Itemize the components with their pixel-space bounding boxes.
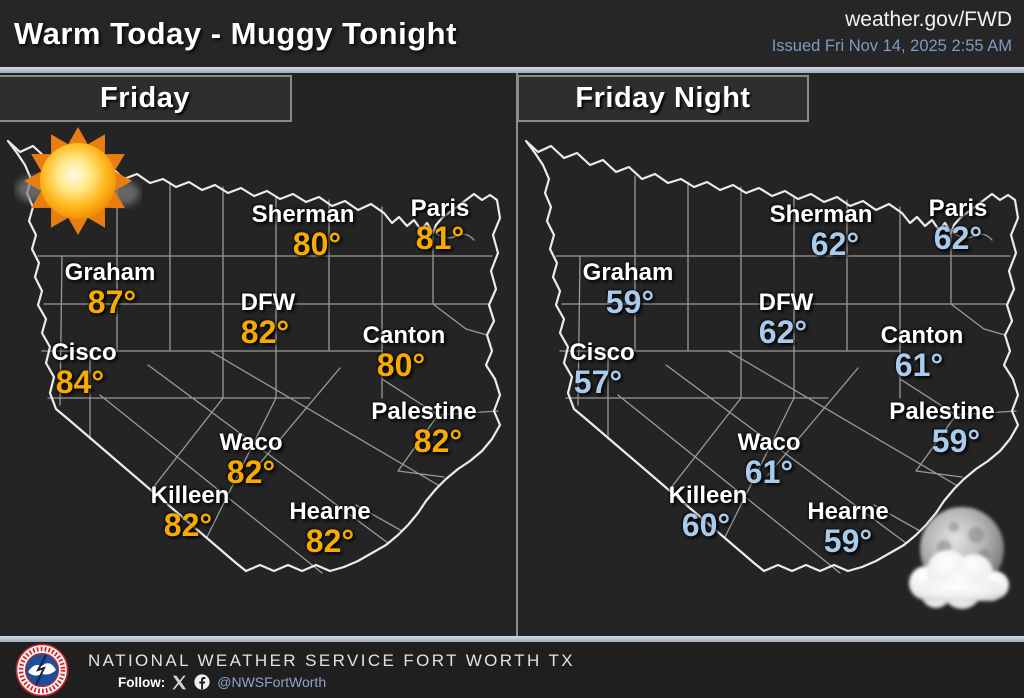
forecast-panels: Friday Sherman 80° Paris 81° Graham 87° DFW 82° C… xyxy=(0,73,1024,636)
city-forecast: Canton 61° xyxy=(880,322,964,383)
city-temp: 81° xyxy=(415,220,465,256)
footer-handle[interactable]: @NWSFortWorth xyxy=(217,674,327,690)
city-temp: 84° xyxy=(55,364,105,400)
footer-org-name: NATIONAL WEATHER SERVICE FORT WORTH TX xyxy=(88,651,575,670)
panel-title-box: Friday Night xyxy=(518,75,809,122)
bottom-divider xyxy=(0,636,1024,642)
city-temp: 61° xyxy=(894,347,944,383)
city-temp: 82° xyxy=(226,454,276,490)
top-divider xyxy=(0,67,1024,73)
city-forecast: Palestine 82° xyxy=(371,398,477,458)
city-name: Hearne xyxy=(289,498,371,525)
city-forecast: Hearne 82° xyxy=(289,498,371,559)
site-url: weather.gov/FWD xyxy=(845,8,1012,31)
city-forecast: DFW 82° xyxy=(240,289,296,350)
city-forecast: Killeen 82° xyxy=(150,482,230,543)
city-forecast: Sherman 62° xyxy=(769,201,873,261)
city-forecast: Hearne 59° xyxy=(807,498,889,559)
city-temp: 82° xyxy=(163,507,213,543)
facebook-icon[interactable] xyxy=(194,674,210,690)
city-forecast: Cisco 84° xyxy=(51,339,117,399)
city-name: Waco xyxy=(737,429,801,456)
city-temp: 61° xyxy=(744,454,794,490)
city-temp: 82° xyxy=(413,423,463,459)
city-forecast: Cisco 57° xyxy=(569,339,635,399)
city-temp: 59° xyxy=(823,523,873,559)
city-forecast: Graham 59° xyxy=(582,259,674,320)
city-name: Palestine xyxy=(371,398,477,425)
issued-timestamp: Issued Fri Nov 14, 2025 2:55 AM xyxy=(771,37,1012,55)
panel-title-box: Friday xyxy=(0,75,292,122)
city-name: Killeen xyxy=(668,482,748,509)
city-temp: 60° xyxy=(681,507,731,543)
city-temp: 62° xyxy=(758,314,808,350)
panel-title: Friday Night xyxy=(575,82,751,114)
city-forecast: DFW 62° xyxy=(758,289,814,350)
city-name: Graham xyxy=(64,259,156,286)
follow-label: Follow: xyxy=(118,674,166,690)
x-social-icon[interactable] xyxy=(172,675,187,690)
city-name: Killeen xyxy=(150,482,230,509)
city-temp: 62° xyxy=(933,220,983,256)
city-name: Paris xyxy=(410,195,470,222)
city-name: Paris xyxy=(928,195,988,222)
footer-follow: Follow: @NWSFortWorth xyxy=(118,674,326,690)
city-temp: 82° xyxy=(240,314,290,350)
city-temp: 80° xyxy=(376,347,426,383)
moon-clouds-icon xyxy=(909,507,1009,609)
city-forecast: Waco 82° xyxy=(219,429,283,490)
city-name: Hearne xyxy=(807,498,889,525)
sun-icon xyxy=(16,127,140,235)
city-name: Sherman xyxy=(769,201,873,228)
panel-friday: Friday Sherman 80° Paris 81° Graham 87° DFW 82° C… xyxy=(0,73,516,636)
city-name: Cisco xyxy=(51,339,117,366)
city-name: Canton xyxy=(880,322,964,349)
city-name: Canton xyxy=(362,322,446,349)
panel-friday-night: Friday Night Sherman 62° Paris 62° Graham 59° D… xyxy=(518,73,1024,636)
city-forecast: Canton 80° xyxy=(362,322,446,383)
panel-title: Friday xyxy=(99,82,191,114)
city-forecast: Graham 87° xyxy=(64,259,156,320)
header-bar: Warm Today - Muggy Tonight weather.gov/F… xyxy=(0,0,1024,67)
city-forecast: Sherman 80° xyxy=(251,201,355,261)
city-temp: 62° xyxy=(810,226,860,262)
city-temp: 57° xyxy=(573,364,623,400)
city-temp: 80° xyxy=(292,226,342,262)
city-temp: 59° xyxy=(931,423,981,459)
city-forecast: Palestine 59° xyxy=(889,398,995,458)
city-temp: 87° xyxy=(87,284,137,320)
panel-separator xyxy=(516,73,518,636)
city-name: Palestine xyxy=(889,398,995,425)
city-forecast: Waco 61° xyxy=(737,429,801,490)
page-title: Warm Today - Muggy Tonight xyxy=(14,16,457,51)
footer-bar: NATIONAL WEATHER SERVICE FORT WORTH TX F… xyxy=(0,642,1024,698)
city-name: Waco xyxy=(219,429,283,456)
city-forecast: Paris 62° xyxy=(928,195,988,256)
city-name: Graham xyxy=(582,259,674,286)
city-name: Sherman xyxy=(251,201,355,228)
city-name: DFW xyxy=(240,289,296,316)
nws-logo xyxy=(15,643,69,697)
city-name: Cisco xyxy=(569,339,635,366)
city-forecast: Paris 81° xyxy=(410,195,470,256)
city-name: DFW xyxy=(758,289,814,316)
city-temp: 82° xyxy=(305,523,355,559)
city-temp: 59° xyxy=(605,284,655,320)
city-forecast: Killeen 60° xyxy=(668,482,748,543)
